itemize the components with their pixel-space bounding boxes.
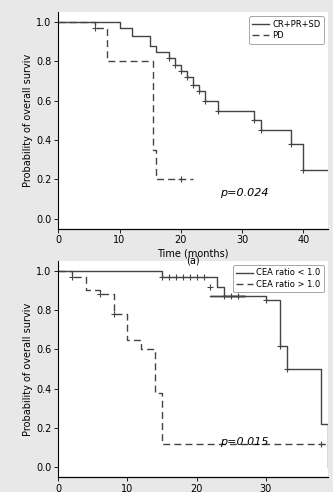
Legend: CEA ratio < 1.0, CEA ratio > 1.0: CEA ratio < 1.0, CEA ratio > 1.0 <box>233 265 324 292</box>
Text: p=0.024: p=0.024 <box>220 188 269 198</box>
Legend: CR+PR+SD, PD: CR+PR+SD, PD <box>249 16 324 44</box>
Text: p=0.015: p=0.015 <box>220 437 269 447</box>
Y-axis label: Probability of overall surviv: Probability of overall surviv <box>23 54 33 187</box>
X-axis label: Time (months): Time (months) <box>158 248 229 258</box>
Y-axis label: Probability of overall surviv: Probability of overall surviv <box>23 303 33 436</box>
Text: (a): (a) <box>186 256 200 266</box>
